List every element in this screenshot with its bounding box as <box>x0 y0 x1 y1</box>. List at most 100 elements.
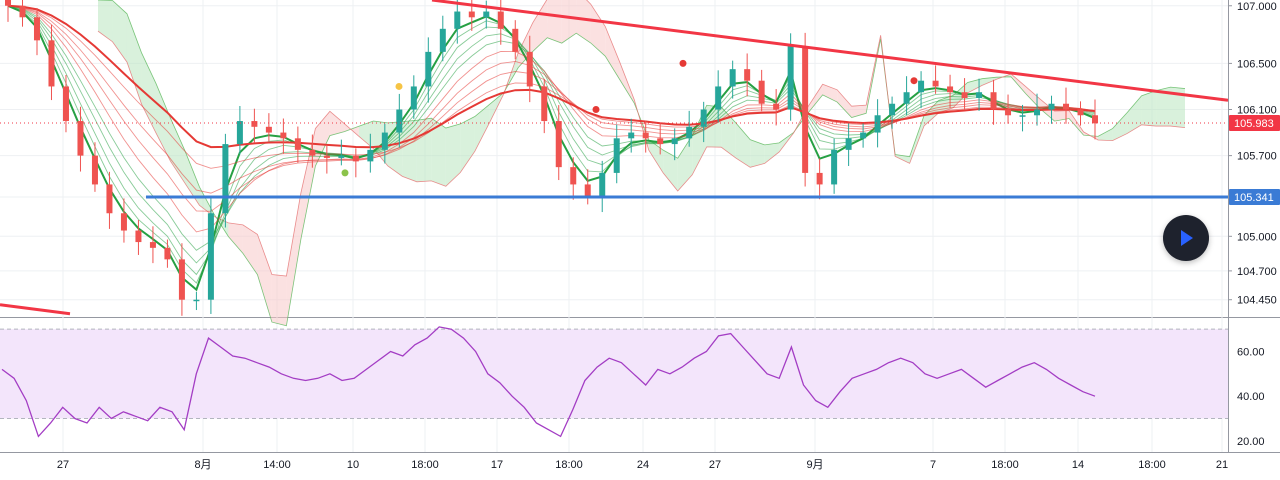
candle-body <box>5 0 11 6</box>
cloud-segment <box>982 77 997 86</box>
candle-body <box>961 92 968 98</box>
candle-body <box>831 149 838 185</box>
trendline-resistance <box>431 0 1229 102</box>
cloud-segment <box>909 115 925 164</box>
cloud-segment <box>735 122 751 168</box>
ribbon-line <box>7 5 1096 264</box>
candle-body <box>294 138 301 150</box>
price-tick-label: 105.000 <box>1237 231 1277 243</box>
cloud-segment <box>474 104 490 152</box>
cloud-segment <box>460 116 475 173</box>
candle-body <box>584 184 591 196</box>
candle-body <box>468 11 475 18</box>
cloud-segment <box>1098 128 1113 141</box>
cloud-segment <box>808 84 823 113</box>
price-tick-label: 104.700 <box>1237 266 1277 278</box>
candle-body <box>671 138 678 145</box>
candle-body <box>135 230 142 243</box>
candle-body <box>773 103 780 110</box>
signal-dot <box>910 77 918 85</box>
cloud-segment <box>590 4 606 57</box>
candle-body <box>410 86 417 110</box>
candle-body <box>236 121 243 145</box>
cloud-segment <box>257 234 272 323</box>
candle-body <box>280 132 287 139</box>
cloud-segment <box>431 118 446 187</box>
time-tick-label: 27 <box>57 459 69 471</box>
time-tick-label: 9月 <box>806 459 823 471</box>
cloud-segment <box>851 105 867 118</box>
cloud-segment <box>98 0 113 42</box>
cloud-segment <box>126 13 142 104</box>
time-tick-label: 21 <box>1216 459 1228 471</box>
cloud-segment <box>170 118 185 184</box>
candle-body <box>207 213 214 300</box>
candle-body <box>526 51 533 87</box>
cloud-segment <box>402 120 417 182</box>
candle-body <box>642 132 649 139</box>
candle-body <box>48 40 55 87</box>
time-tick-label: 27 <box>709 459 721 471</box>
rsi-tick-label: 60.00 <box>1237 347 1265 359</box>
candle-body <box>976 92 983 98</box>
cloud-segment <box>1112 112 1128 141</box>
candle-body <box>338 155 345 158</box>
candle-body <box>439 28 446 52</box>
candle-body <box>381 132 388 150</box>
candle-body <box>932 80 939 87</box>
time-tick-label: 18:00 <box>555 459 583 471</box>
ribbon-line <box>7 4 1096 292</box>
cloud-segment <box>1011 73 1026 94</box>
price-tick-label: 106.100 <box>1237 105 1277 117</box>
candle-body <box>454 11 461 29</box>
candle-body <box>425 51 432 87</box>
candle-body <box>367 149 374 162</box>
signal-dots <box>341 59 918 177</box>
cloud-segment <box>445 123 461 187</box>
candle-body <box>396 109 403 133</box>
candle-body <box>816 172 823 185</box>
support-price-tag <box>1229 189 1280 206</box>
time-tick-label: 17 <box>491 459 503 471</box>
time-tick-label: 10 <box>347 459 359 471</box>
candle-body <box>178 259 185 300</box>
current-price-tag <box>1229 114 1280 131</box>
candle-body <box>1077 109 1084 116</box>
replay-play-button[interactable] <box>1163 215 1209 261</box>
drawn-lines[interactable] <box>0 0 1229 316</box>
candle-body <box>990 92 997 110</box>
cloud-segment <box>271 274 287 326</box>
candle-body <box>251 121 258 127</box>
cloud-segment <box>547 0 562 44</box>
price-tick-label: 107.000 <box>1237 1 1277 13</box>
cloud-segment <box>750 139 765 168</box>
cloud-segment <box>228 222 243 254</box>
cloud-segment <box>1170 87 1185 128</box>
cloud-segment <box>764 142 780 164</box>
candle-body <box>352 155 359 162</box>
cloud-segment <box>518 22 533 68</box>
candle-body <box>164 247 171 260</box>
rsi-tick-label: 40.00 <box>1237 391 1265 403</box>
candle-body <box>903 92 910 104</box>
ribbon-line <box>7 5 1096 212</box>
candle-body <box>541 86 548 122</box>
candle-body <box>512 28 519 52</box>
candle-body <box>845 138 852 150</box>
candle-body <box>729 69 736 87</box>
candle-body <box>19 5 26 18</box>
candle-body <box>555 121 562 168</box>
candle-body <box>860 132 867 139</box>
cloud-segment <box>184 150 200 206</box>
rsi-tick-label: 20.00 <box>1237 436 1265 448</box>
ichimoku-cloud <box>97 0 1186 327</box>
candle-body <box>787 46 794 110</box>
ribbon-line <box>7 5 1096 233</box>
support-price-label: 105.341 <box>1234 192 1274 204</box>
ribbon-line <box>7 4 1096 149</box>
time-tick-label: 18:00 <box>991 459 1019 471</box>
cloud-segment <box>286 192 301 326</box>
